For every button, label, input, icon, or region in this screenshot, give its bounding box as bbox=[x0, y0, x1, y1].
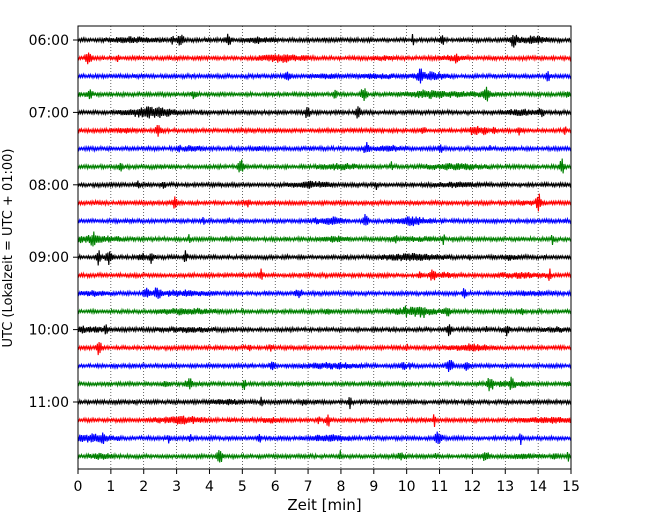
seismogram-trace bbox=[77, 305, 572, 319]
x-tick-label: 1 bbox=[106, 479, 115, 495]
x-axis-label: Zeit [min] bbox=[287, 496, 361, 514]
seismogram-trace bbox=[77, 414, 572, 428]
x-tick-label: 3 bbox=[172, 479, 181, 495]
x-tick-label: 9 bbox=[369, 479, 378, 495]
seismogram-trace bbox=[77, 213, 572, 227]
x-axis: 0 1 2 3 4 5 6 7 8 9 10 11 12 13 14 15 bbox=[74, 469, 580, 495]
x-tick-label: 12 bbox=[463, 479, 481, 495]
x-tick-label: 13 bbox=[496, 479, 514, 495]
seismogram-trace bbox=[77, 106, 572, 119]
x-tick-label: 6 bbox=[271, 479, 280, 495]
x-tick-label: 4 bbox=[205, 479, 214, 495]
seismogram-trace bbox=[77, 450, 572, 463]
seismogram-trace bbox=[77, 431, 572, 446]
x-tick-label: 15 bbox=[562, 479, 580, 495]
y-tick-label: 10:00 bbox=[29, 323, 69, 339]
seismogram-trace bbox=[77, 359, 572, 373]
y-tick-label: 08:00 bbox=[29, 178, 69, 194]
plot-area bbox=[78, 26, 571, 469]
y-tick-label: 06:00 bbox=[29, 33, 69, 49]
seismogram-trace bbox=[77, 33, 572, 48]
seismogram-trace bbox=[77, 396, 572, 410]
y-tick-label: 07:00 bbox=[29, 105, 69, 121]
seismogram-trace bbox=[77, 268, 572, 281]
seismogram-trace bbox=[77, 141, 572, 153]
x-tick-label: 7 bbox=[304, 479, 313, 495]
y-tick-label: 11:00 bbox=[29, 395, 69, 411]
seismogram-trace bbox=[77, 193, 572, 212]
seismogram-trace bbox=[77, 324, 572, 337]
seismogram-trace bbox=[77, 158, 572, 174]
x-tick-label: 10 bbox=[398, 479, 416, 495]
seismogram-trace bbox=[77, 125, 572, 137]
x-tick-label: 11 bbox=[431, 479, 449, 495]
y-tick-label: 09:00 bbox=[29, 250, 69, 266]
seismogram-trace bbox=[77, 287, 572, 299]
seismogram-trace bbox=[77, 341, 572, 356]
plot-frame bbox=[77, 25, 572, 470]
x-tick-label: 5 bbox=[238, 479, 247, 495]
y-axis: 06:00 07:00 08:00 09:00 10:00 11:00 bbox=[29, 33, 78, 411]
seismogram-trace bbox=[77, 52, 572, 65]
x-tick-label: 8 bbox=[336, 479, 345, 495]
seismogram-trace bbox=[77, 68, 572, 84]
trace-group bbox=[77, 33, 572, 463]
x-tick-label: 2 bbox=[139, 479, 148, 495]
x-tick-label: 14 bbox=[529, 479, 547, 495]
y-axis-label: UTC (Lokalzeit = UTC + 01:00) bbox=[1, 149, 16, 348]
seismogram-trace bbox=[77, 180, 572, 190]
seismogram-trace bbox=[77, 231, 572, 247]
seismogram-trace bbox=[77, 250, 572, 266]
seismogram-trace bbox=[77, 376, 572, 392]
seismogram-trace bbox=[77, 86, 572, 102]
x-tick-label: 0 bbox=[74, 479, 83, 495]
